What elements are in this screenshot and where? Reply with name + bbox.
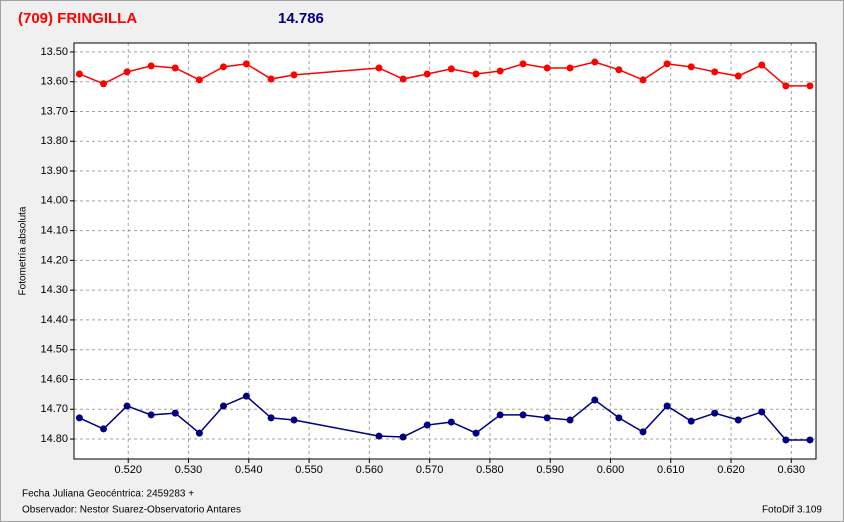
data-point xyxy=(100,80,108,88)
data-point xyxy=(566,416,574,424)
x-tick-label: 0.560 xyxy=(356,464,384,476)
y-tick-label: 14.00 xyxy=(40,195,68,207)
data-point xyxy=(758,61,766,69)
data-point xyxy=(639,76,647,84)
y-tick-label: 13.50 xyxy=(40,46,68,58)
y-tick-label: 13.70 xyxy=(40,105,68,117)
y-axis-label: Fotometría absoluta xyxy=(18,206,29,295)
plot-border xyxy=(73,42,817,460)
data-point xyxy=(496,67,504,75)
data-point xyxy=(663,60,671,68)
data-point xyxy=(290,71,298,79)
x-tick-label: 0.620 xyxy=(717,464,745,476)
data-point xyxy=(543,64,551,72)
data-point xyxy=(711,68,719,76)
data-point xyxy=(423,421,431,429)
data-point xyxy=(219,63,227,71)
y-tick-label: 14.40 xyxy=(40,314,68,326)
data-point xyxy=(375,432,383,440)
y-tick-label: 14.60 xyxy=(40,373,68,385)
x-tick-label: 0.540 xyxy=(235,464,263,476)
data-point xyxy=(267,414,275,422)
x-tick-label: 0.630 xyxy=(778,464,806,476)
data-point xyxy=(711,409,719,417)
data-point xyxy=(75,414,83,422)
x-tick-label: 0.520 xyxy=(114,464,142,476)
data-point xyxy=(447,65,455,73)
data-point xyxy=(591,396,599,404)
data-point xyxy=(219,402,227,410)
data-point xyxy=(758,408,766,416)
data-point xyxy=(687,417,695,425)
y-tick-label: 14.10 xyxy=(40,225,68,237)
data-point xyxy=(806,82,814,90)
data-point xyxy=(566,64,574,72)
data-point xyxy=(615,414,623,422)
data-point xyxy=(615,66,623,74)
data-point xyxy=(123,68,131,76)
x-tick-label: 0.570 xyxy=(416,464,444,476)
data-point xyxy=(472,429,480,437)
x-tick-label: 0.610 xyxy=(657,464,685,476)
data-point xyxy=(375,64,383,72)
data-point xyxy=(519,411,527,419)
y-tick-label: 13.90 xyxy=(40,165,68,177)
y-tick-label: 14.70 xyxy=(40,403,68,415)
data-point xyxy=(399,75,407,83)
data-point xyxy=(496,411,504,419)
data-point xyxy=(591,58,599,66)
data-point xyxy=(423,70,431,78)
data-point xyxy=(123,402,131,410)
data-point xyxy=(663,402,671,410)
y-tick-label: 14.80 xyxy=(40,433,68,445)
data-point xyxy=(75,70,83,78)
data-point xyxy=(782,82,790,90)
data-point xyxy=(782,436,790,444)
data-point xyxy=(195,76,203,84)
y-tick-label: 14.50 xyxy=(40,344,68,356)
data-point xyxy=(734,416,742,424)
data-point xyxy=(290,416,298,424)
data-point xyxy=(734,72,742,80)
data-point xyxy=(447,418,455,426)
data-point xyxy=(147,62,155,70)
data-point xyxy=(399,433,407,441)
x-tick-label: 0.600 xyxy=(597,464,625,476)
software: FotoDif 3.109 xyxy=(762,505,822,516)
x-tick-label: 0.530 xyxy=(175,464,203,476)
y-tick-label: 13.60 xyxy=(40,76,68,88)
data-point xyxy=(242,392,250,400)
chart-subtitle: 14.786 xyxy=(278,10,324,27)
y-tick-label: 14.20 xyxy=(40,254,68,266)
data-point xyxy=(543,414,551,422)
data-point xyxy=(171,409,179,417)
x-tick-label: 0.580 xyxy=(476,464,504,476)
x-axis-label: Fecha Juliana Geocéntrica: 2459283 + xyxy=(22,489,194,500)
data-point xyxy=(147,411,155,419)
data-point xyxy=(242,60,250,68)
x-tick-label: 0.550 xyxy=(295,464,323,476)
y-tick-label: 14.30 xyxy=(40,284,68,296)
data-point xyxy=(472,70,480,78)
data-point xyxy=(195,429,203,437)
observer: Observador: Nestor Suarez-Observatorio A… xyxy=(22,505,241,516)
x-tick-label: 0.590 xyxy=(536,464,564,476)
plot-area xyxy=(74,43,816,459)
data-point xyxy=(171,64,179,72)
data-point xyxy=(519,60,527,68)
y-tick-label: 13.80 xyxy=(40,135,68,147)
data-point xyxy=(100,425,108,433)
data-point xyxy=(267,75,275,83)
data-point xyxy=(687,63,695,71)
data-point xyxy=(639,428,647,436)
data-point xyxy=(806,436,814,444)
chart-title: (709) FRINGILLA xyxy=(18,10,137,27)
